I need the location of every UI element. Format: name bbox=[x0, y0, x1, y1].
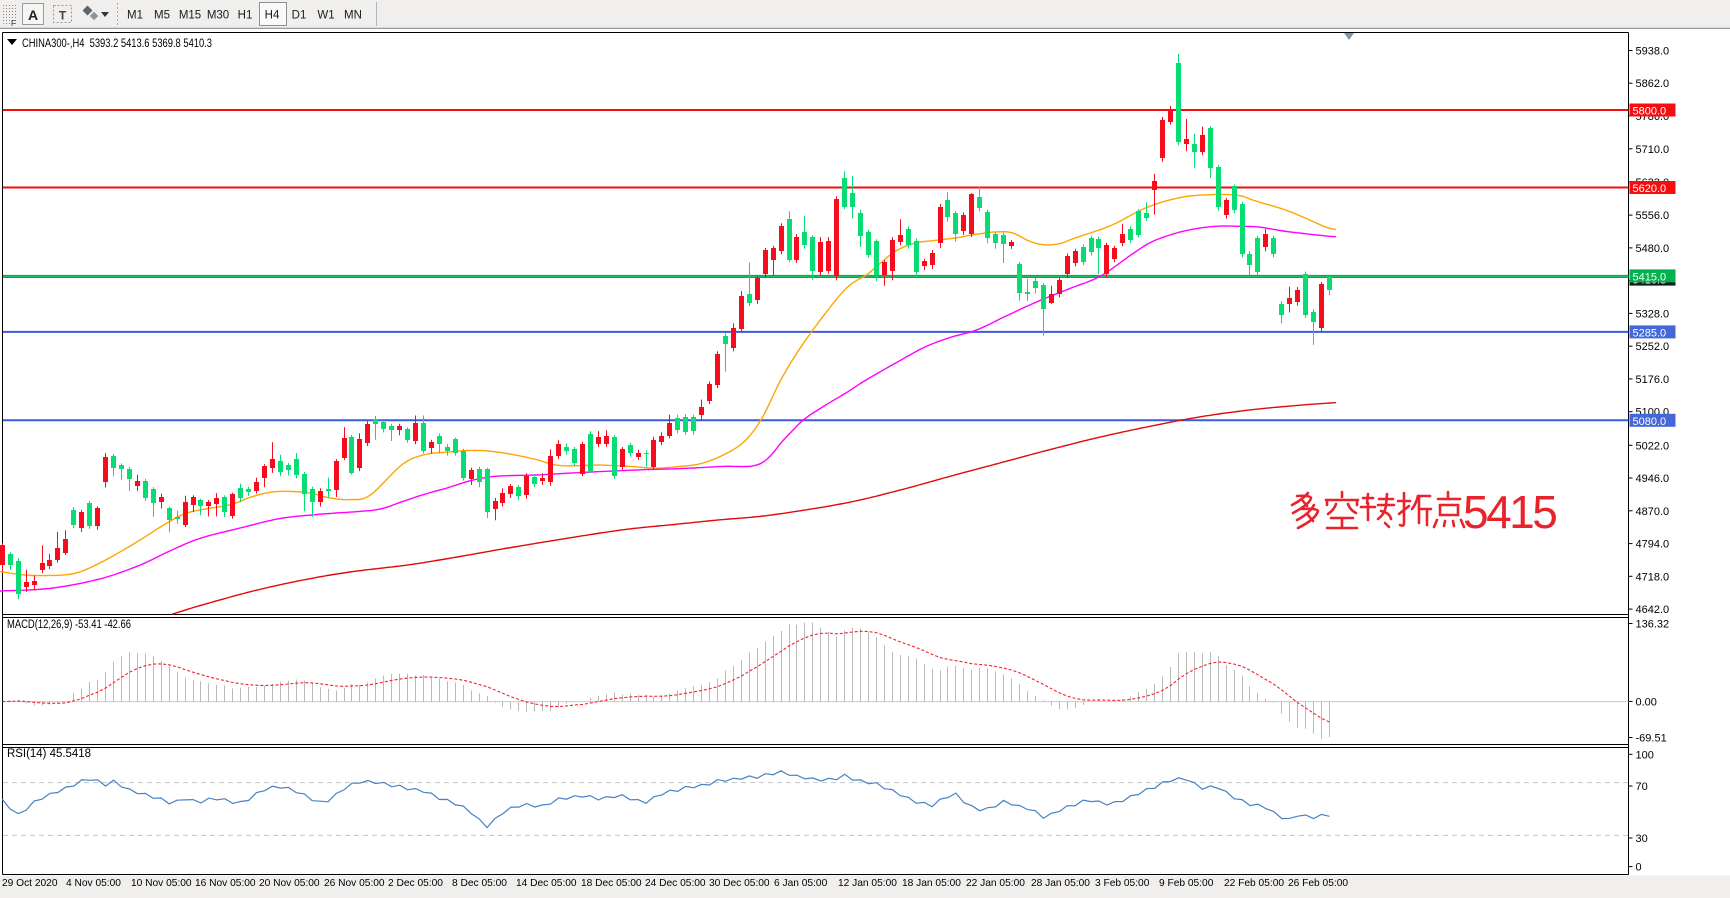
svg-text:2 Dec 05:00: 2 Dec 05:00 bbox=[388, 878, 443, 889]
svg-text:5022.0: 5022.0 bbox=[1636, 440, 1670, 452]
svg-text:D1: D1 bbox=[292, 10, 307, 22]
svg-text:0.00: 0.00 bbox=[1636, 696, 1657, 708]
svg-text:4 Nov 05:00: 4 Nov 05:00 bbox=[66, 878, 121, 889]
svg-text:-69.51: -69.51 bbox=[1636, 733, 1667, 745]
svg-text:6 Jan 05:00: 6 Jan 05:00 bbox=[774, 878, 828, 889]
svg-text:16 Nov 05:00: 16 Nov 05:00 bbox=[195, 878, 256, 889]
svg-text:5415: 5415 bbox=[1463, 486, 1556, 538]
svg-text:M1: M1 bbox=[127, 10, 143, 22]
svg-text:100: 100 bbox=[1636, 749, 1654, 761]
svg-text:4946.0: 4946.0 bbox=[1636, 473, 1670, 485]
svg-text:5938.0: 5938.0 bbox=[1636, 46, 1670, 58]
svg-text:A: A bbox=[28, 7, 38, 23]
svg-text:H4: H4 bbox=[265, 10, 280, 22]
svg-text:18 Jan 05:00: 18 Jan 05:00 bbox=[902, 878, 961, 889]
svg-text:9 Feb 05:00: 9 Feb 05:00 bbox=[1159, 878, 1214, 889]
svg-text:5285.0: 5285.0 bbox=[1633, 327, 1667, 339]
svg-text:8 Dec 05:00: 8 Dec 05:00 bbox=[452, 878, 507, 889]
svg-text:CHINA300-,H4 5393.2 5413.6 53: CHINA300-,H4 5393.2 5413.6 5369.8 5410.3 bbox=[22, 36, 212, 50]
svg-text:10 Nov 05:00: 10 Nov 05:00 bbox=[131, 878, 192, 889]
svg-text:5252.0: 5252.0 bbox=[1636, 341, 1670, 353]
svg-text:5556.0: 5556.0 bbox=[1636, 210, 1670, 222]
svg-text:M5: M5 bbox=[154, 10, 170, 22]
svg-text:W1: W1 bbox=[317, 10, 334, 22]
svg-text:30: 30 bbox=[1636, 833, 1648, 845]
svg-text:29 Oct 2020: 29 Oct 2020 bbox=[2, 878, 58, 889]
svg-text:4794.0: 4794.0 bbox=[1636, 539, 1670, 551]
svg-text:M30: M30 bbox=[207, 10, 229, 22]
svg-text:5415.0: 5415.0 bbox=[1633, 271, 1667, 283]
svg-text:136.32: 136.32 bbox=[1636, 619, 1670, 631]
svg-text:22 Feb 05:00: 22 Feb 05:00 bbox=[1224, 878, 1284, 889]
svg-text:20 Nov 05:00: 20 Nov 05:00 bbox=[259, 878, 320, 889]
svg-text:26 Nov 05:00: 26 Nov 05:00 bbox=[324, 878, 385, 889]
svg-text:5080.0: 5080.0 bbox=[1633, 416, 1667, 428]
svg-text:26 Feb 05:00: 26 Feb 05:00 bbox=[1288, 878, 1348, 889]
svg-text:H1: H1 bbox=[238, 10, 253, 22]
svg-text:5620.0: 5620.0 bbox=[1633, 183, 1667, 195]
svg-text:F: F bbox=[11, 19, 16, 28]
svg-text:4718.0: 4718.0 bbox=[1636, 571, 1670, 583]
svg-text:28 Jan 05:00: 28 Jan 05:00 bbox=[1031, 878, 1090, 889]
svg-text:18 Dec 05:00: 18 Dec 05:00 bbox=[581, 878, 642, 889]
svg-text:M15: M15 bbox=[179, 10, 201, 22]
svg-text:5480.0: 5480.0 bbox=[1636, 243, 1670, 255]
svg-text:12 Jan 05:00: 12 Jan 05:00 bbox=[838, 878, 897, 889]
svg-text:5176.0: 5176.0 bbox=[1636, 374, 1670, 386]
svg-text:T: T bbox=[59, 9, 67, 23]
svg-text:4870.0: 4870.0 bbox=[1636, 506, 1670, 518]
svg-text:22 Jan 05:00: 22 Jan 05:00 bbox=[966, 878, 1025, 889]
svg-text:14 Dec 05:00: 14 Dec 05:00 bbox=[516, 878, 577, 889]
svg-text:5328.0: 5328.0 bbox=[1636, 308, 1670, 320]
svg-text:MN: MN bbox=[344, 10, 362, 22]
svg-text:70: 70 bbox=[1636, 781, 1648, 793]
svg-text:3 Feb 05:00: 3 Feb 05:00 bbox=[1095, 878, 1150, 889]
svg-text:5800.0: 5800.0 bbox=[1633, 106, 1667, 118]
svg-text:30 Dec 05:00: 30 Dec 05:00 bbox=[709, 878, 770, 889]
svg-text:5862.0: 5862.0 bbox=[1636, 78, 1670, 90]
svg-text:24 Dec 05:00: 24 Dec 05:00 bbox=[645, 878, 706, 889]
svg-text:5710.0: 5710.0 bbox=[1636, 144, 1670, 156]
svg-text:RSI(14) 45.5418: RSI(14) 45.5418 bbox=[7, 748, 91, 760]
svg-text:MACD(12,26,9) -53.41 -42.66: MACD(12,26,9) -53.41 -42.66 bbox=[7, 619, 131, 631]
svg-text:0: 0 bbox=[1636, 862, 1642, 874]
svg-text:4642.0: 4642.0 bbox=[1636, 604, 1670, 616]
